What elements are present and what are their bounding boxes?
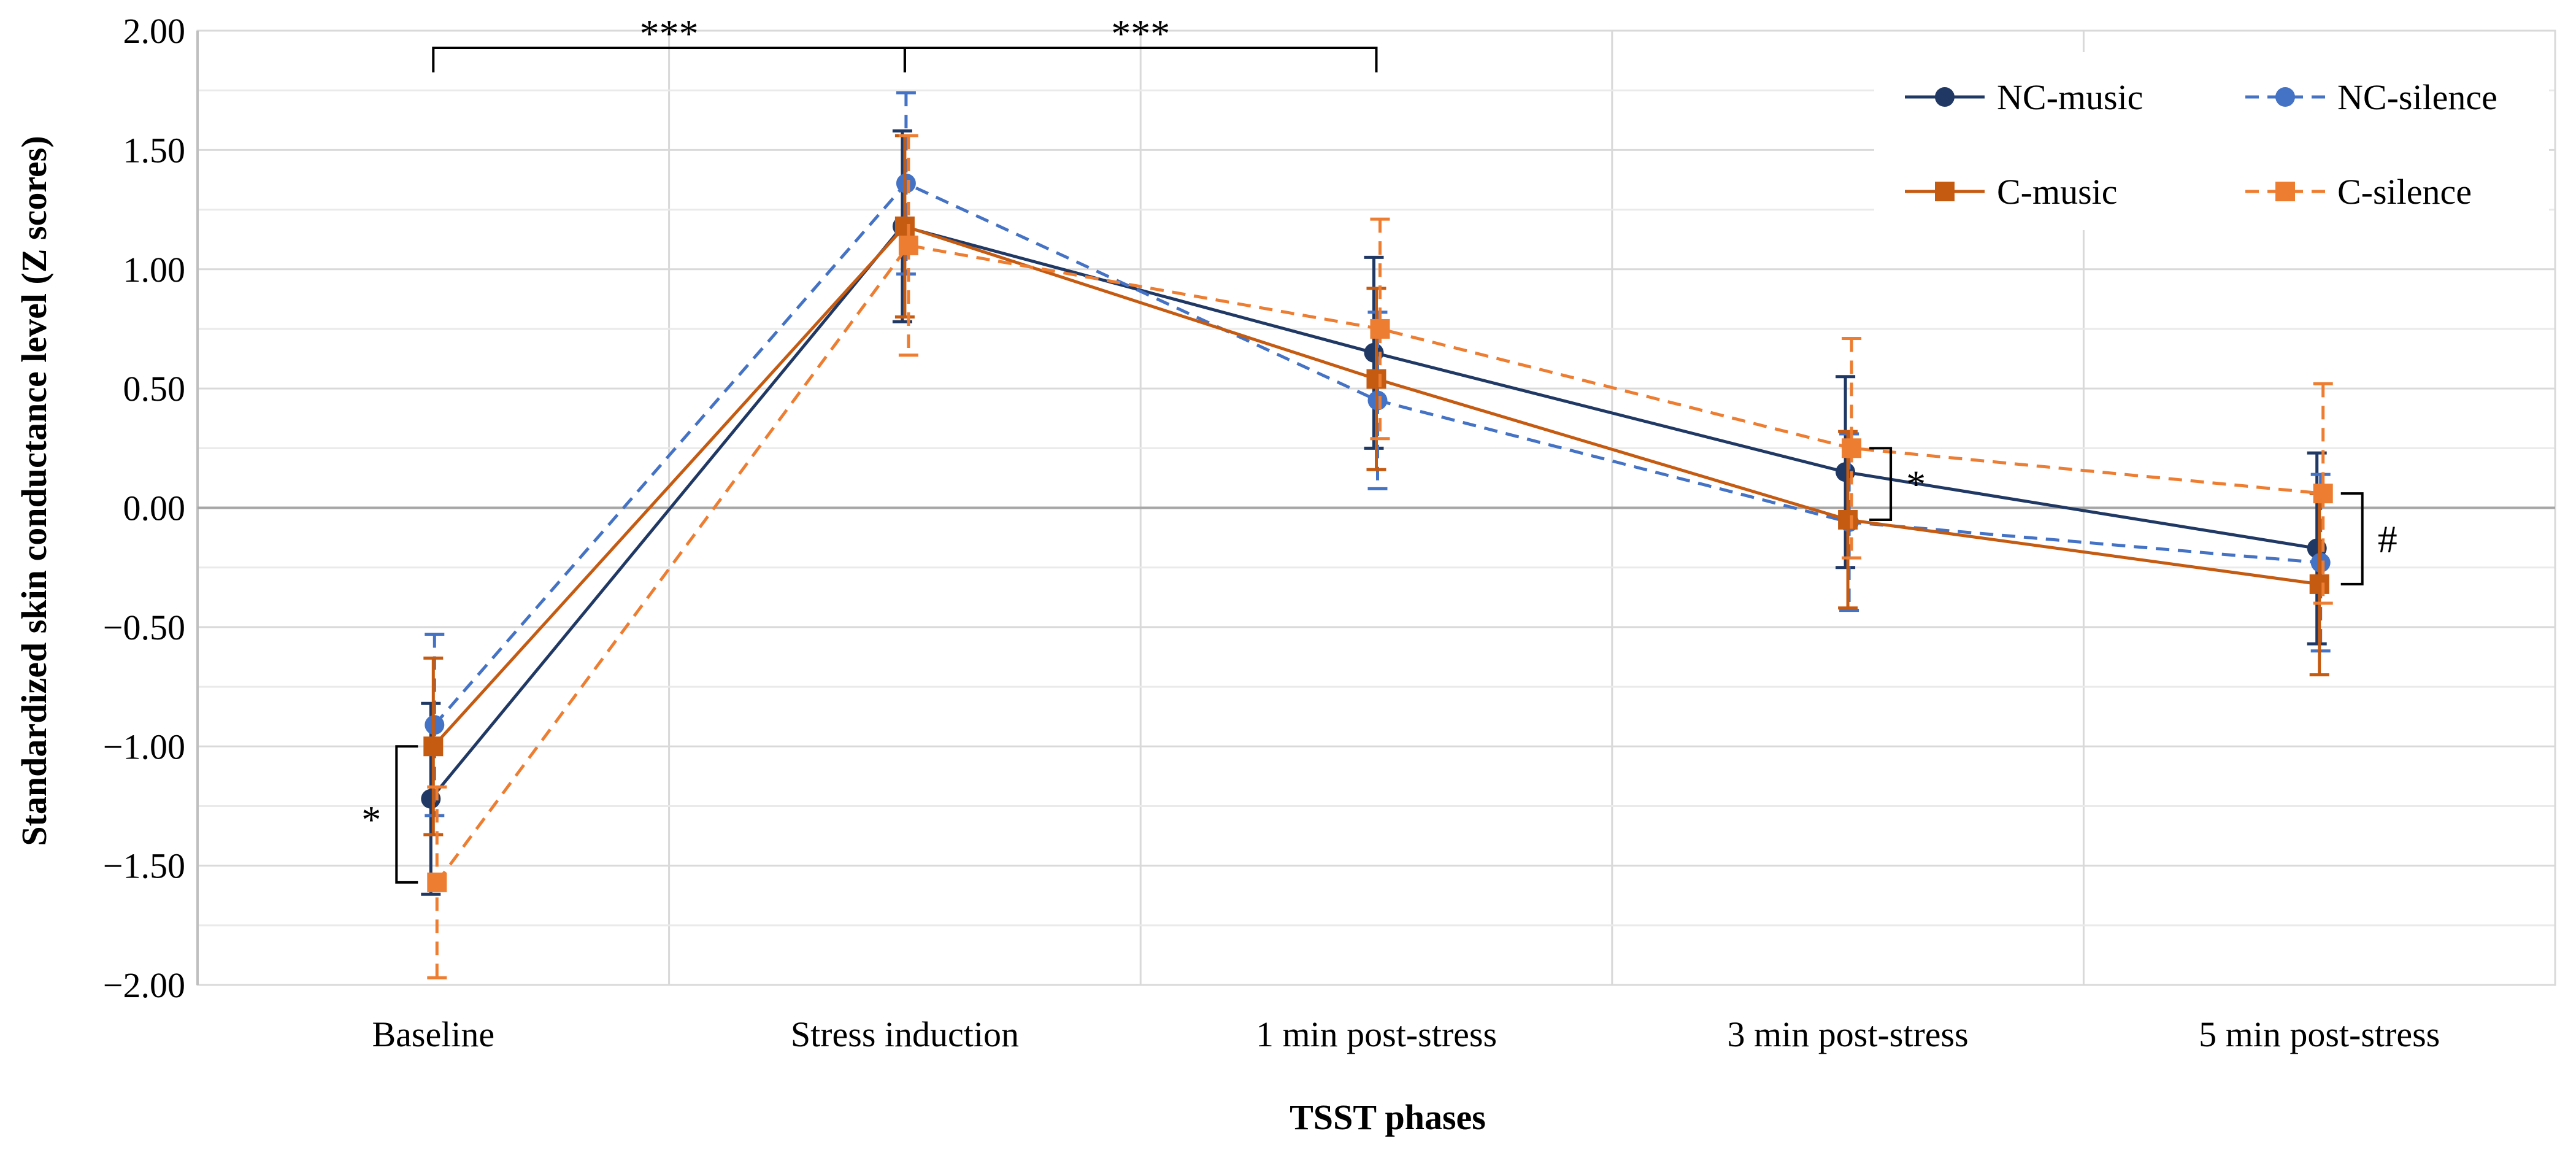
annotation-layer: *** *****# bbox=[361, 12, 2397, 884]
x-tick-label: Baseline bbox=[372, 1014, 494, 1054]
axis-layer: 2.00 1.50 1.00 0.50 0.00 −0.50 −1.00 −1.50 −2.00… bbox=[103, 11, 2555, 1054]
bracket-line bbox=[1869, 447, 1893, 521]
significance-label: *** bbox=[640, 12, 699, 55]
data-point bbox=[894, 216, 915, 236]
significance-bracket: # bbox=[2340, 492, 2397, 585]
x-tick-label: 3 min post-stress bbox=[1728, 1014, 1969, 1054]
bracket-line bbox=[903, 47, 1378, 72]
bracket-line bbox=[395, 745, 418, 884]
data-point bbox=[2313, 484, 2333, 504]
legend: NC-music NC-silence C-music C-silence bbox=[1874, 52, 2549, 230]
y-tick-label: 0.00 bbox=[123, 488, 186, 528]
legend-marker bbox=[1935, 182, 1955, 201]
legend-label: C-music bbox=[1997, 172, 2118, 212]
series-nc-music bbox=[421, 129, 2327, 896]
series-c-silence bbox=[427, 134, 2333, 979]
error-bar bbox=[2313, 382, 2333, 605]
y-tick-label: 1.00 bbox=[123, 250, 186, 290]
legend-label: NC-music bbox=[1997, 77, 2143, 117]
data-point bbox=[2309, 574, 2329, 594]
legend-item: C-music bbox=[1905, 172, 2118, 212]
legend-marker bbox=[2275, 182, 2295, 201]
error-bar bbox=[1370, 217, 1390, 441]
legend-item: C-silence bbox=[2245, 172, 2472, 212]
error-bar bbox=[1842, 336, 1862, 560]
data-point bbox=[1366, 369, 1386, 389]
axis-titles: TSST phases Standardized skin conductanc… bbox=[14, 136, 1486, 1137]
bracket-line bbox=[2340, 492, 2364, 585]
significance-label: * bbox=[1906, 463, 1926, 506]
legend-label: NC-silence bbox=[2337, 77, 2497, 117]
significance-label: *** bbox=[1111, 12, 1170, 55]
y-tick-label: 0.50 bbox=[123, 369, 186, 409]
y-tick-label: 2.00 bbox=[123, 11, 186, 51]
legend-marker bbox=[1935, 87, 1955, 107]
y-tick-label: −0.50 bbox=[103, 608, 185, 647]
legend-label: C-silence bbox=[2337, 172, 2472, 212]
x-axis-title: TSST phases bbox=[1290, 1097, 1486, 1137]
data-point bbox=[423, 736, 444, 757]
series-c-music bbox=[423, 134, 2329, 836]
series-layer bbox=[421, 91, 2333, 979]
significance-bracket: *** bbox=[903, 12, 1378, 72]
legend-marker bbox=[2275, 87, 2295, 107]
x-tick-label: 5 min post-stress bbox=[2199, 1014, 2440, 1054]
x-tick-label: 1 min post-stress bbox=[1256, 1014, 1497, 1054]
significance-label: * bbox=[361, 798, 381, 841]
x-tick-label: Stress induction bbox=[791, 1014, 1019, 1054]
error-bar bbox=[898, 134, 918, 357]
significance-label: # bbox=[2378, 517, 2397, 561]
legend-item: NC-music bbox=[1905, 77, 2143, 117]
legend-item: NC-silence bbox=[2245, 77, 2497, 117]
y-tick-label: −1.00 bbox=[103, 727, 185, 766]
data-point bbox=[1842, 438, 1862, 458]
y-tick-label: −2.00 bbox=[103, 965, 185, 1005]
significance-bracket: * bbox=[1869, 447, 1926, 521]
legend-box bbox=[1874, 52, 2549, 230]
data-point bbox=[1370, 318, 1390, 339]
y-tick-label: 1.50 bbox=[123, 130, 186, 170]
data-point bbox=[1838, 509, 1858, 530]
data-point bbox=[898, 235, 918, 255]
y-axis-title: Standardized skin conductance level (Z s… bbox=[14, 136, 54, 846]
data-point bbox=[427, 872, 447, 892]
y-tick-label: −1.50 bbox=[103, 846, 185, 886]
significance-bracket: * bbox=[361, 745, 418, 884]
